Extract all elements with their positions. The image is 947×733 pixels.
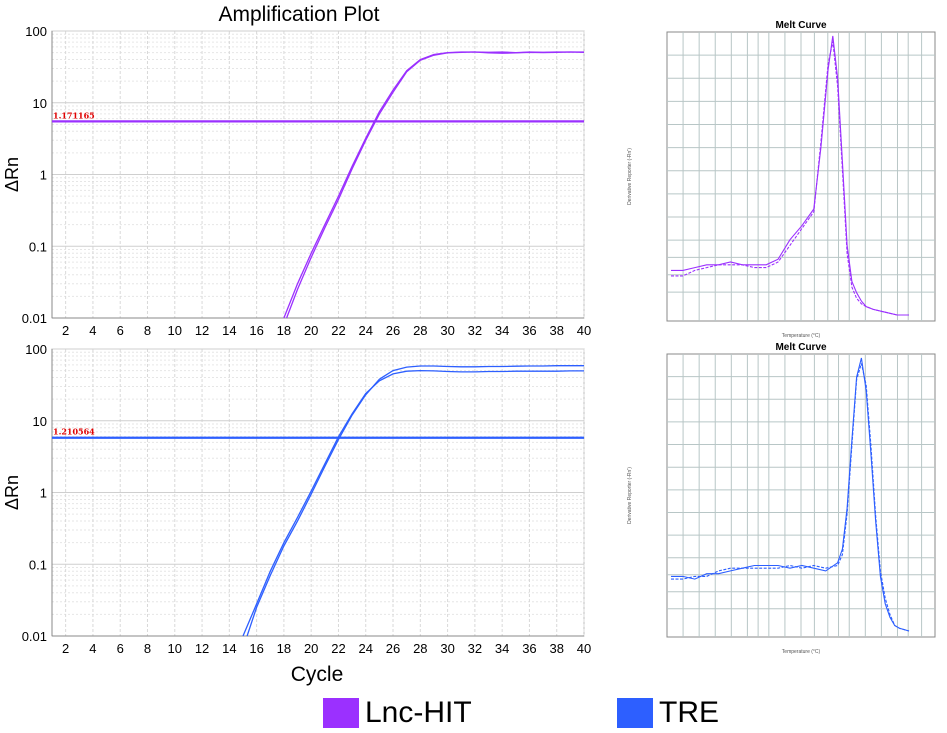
- threshold-label: 1.171165: [53, 110, 95, 120]
- x-tick-label: 38: [549, 323, 563, 338]
- y-tick-label: 10: [33, 414, 47, 429]
- x-tick-label: 22: [331, 323, 345, 338]
- x-tick-label: 32: [468, 641, 482, 656]
- melt-curve-1: [671, 35, 909, 316]
- amplification-plot-tre: 2 4 6 8 10 12 14 16 18 20 22 24 26 28 30 32 34 36 38 401001…: [2, 342, 591, 656]
- y-tick-label: 1: [40, 168, 47, 183]
- x-tick-label: 24: [359, 323, 373, 338]
- x-tick-label: 22: [331, 641, 345, 656]
- x-tick-label: 10: [168, 641, 182, 656]
- melt-y-axis-label: Derivative Reporter (-Rn'): [627, 148, 633, 205]
- x-tick-label: 20: [304, 323, 318, 338]
- amplification-curve-1: [246, 365, 584, 637]
- x-tick-label: 12: [195, 641, 209, 656]
- amplification-curve-2: [242, 369, 584, 637]
- x-tick-label: 16: [249, 641, 263, 656]
- y-axis-label: ΔRn: [2, 157, 22, 192]
- x-tick-label: 30: [440, 641, 454, 656]
- x-tick-label: 34: [495, 323, 509, 338]
- x-tick-label: 14: [222, 641, 236, 656]
- y-tick-label: 0.1: [29, 557, 47, 572]
- legend-item-tre: TRE: [617, 695, 719, 731]
- x-tick-label: 26: [386, 641, 400, 656]
- x-tick-label: 6: [117, 641, 124, 656]
- y-tick-label: 0.01: [22, 629, 47, 644]
- melt-curve-2: [671, 363, 910, 632]
- x-tick-label: 26: [386, 323, 400, 338]
- x-axis-label: Cycle: [291, 663, 344, 686]
- y-tick-label: 0.01: [22, 311, 47, 326]
- y-tick-label: 0.1: [29, 239, 47, 254]
- x-tick-label: 16: [249, 323, 263, 338]
- x-tick-label: 28: [413, 323, 427, 338]
- melt-curve-tre: Melt Curve Temperature (°C) Derivative Rep…: [627, 342, 936, 655]
- legend-item-lnc-hit: Lnc-HIT: [323, 695, 472, 731]
- melt-title: Melt Curve: [775, 20, 827, 31]
- x-tick-label: 24: [359, 641, 373, 656]
- legend-swatch-tre: [617, 698, 653, 728]
- x-tick-label: 34: [495, 641, 509, 656]
- melt-title: Melt Curve: [775, 342, 827, 353]
- amplification-curve-2: [285, 51, 585, 319]
- x-tick-label: 2: [62, 641, 69, 656]
- melt-x-axis-label: Temperature (°C): [782, 649, 821, 655]
- x-tick-label: 38: [549, 641, 563, 656]
- x-tick-label: 36: [522, 641, 536, 656]
- melt-curve-lnc-hit: Melt Curve Temperature (°C) Derivative Rep…: [627, 20, 936, 339]
- x-tick-label: 40: [577, 641, 591, 656]
- x-tick-label: 36: [522, 323, 536, 338]
- legend-swatch-lnc-hit: [323, 698, 359, 728]
- x-tick-label: 4: [89, 641, 96, 656]
- x-tick-label: 8: [144, 641, 151, 656]
- legend-label-tre: TRE: [659, 696, 719, 729]
- melt-curve-1: [671, 357, 910, 632]
- melt-x-axis-label: Temperature (°C): [782, 333, 821, 339]
- x-tick-label: 28: [413, 641, 427, 656]
- x-tick-label: 8: [144, 323, 151, 338]
- x-tick-label: 18: [277, 323, 291, 338]
- x-tick-label: 4: [89, 323, 96, 338]
- x-tick-label: 20: [304, 641, 318, 656]
- legend-label-lnc-hit: Lnc-HIT: [365, 696, 472, 729]
- figure-title: Amplification Plot: [218, 3, 379, 26]
- x-tick-label: 30: [440, 323, 454, 338]
- y-tick-label: 100: [25, 342, 47, 357]
- y-tick-label: 100: [25, 24, 47, 39]
- amplification-plot-lnc-hit: 2 4 6 8 10 12 14 16 18 20 22 24 26 28 30 32 34 36 38 401001…: [2, 24, 591, 338]
- y-axis-label: ΔRn: [2, 475, 22, 510]
- x-tick-label: 10: [168, 323, 182, 338]
- y-tick-label: 1: [40, 486, 47, 501]
- melt-curve-2: [671, 41, 909, 316]
- x-tick-label: 32: [468, 323, 482, 338]
- x-tick-label: 6: [117, 323, 124, 338]
- x-tick-label: 2: [62, 323, 69, 338]
- x-tick-label: 40: [577, 323, 591, 338]
- threshold-label: 1.210564: [53, 427, 95, 437]
- x-tick-label: 14: [222, 323, 236, 338]
- x-tick-label: 12: [195, 323, 209, 338]
- y-tick-label: 10: [33, 96, 47, 111]
- melt-y-axis-label: Derivative Reporter (-Rn'): [627, 467, 633, 524]
- x-tick-label: 18: [277, 641, 291, 656]
